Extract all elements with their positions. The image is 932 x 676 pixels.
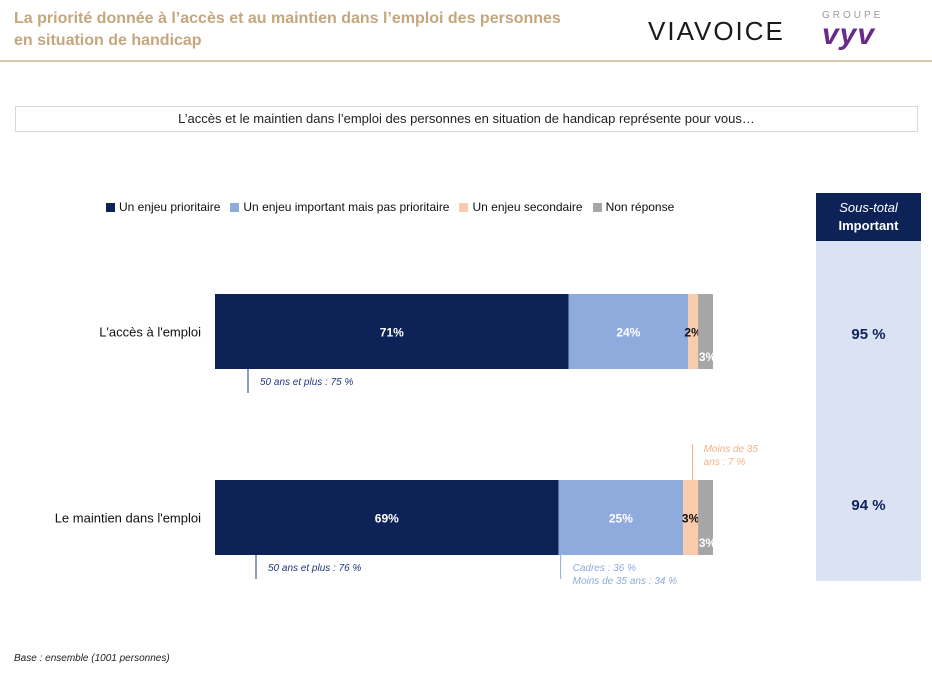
bar-segment: [568, 294, 689, 369]
category-label: Le maintien dans l'emploi: [55, 511, 201, 526]
legend-item-important: Un enjeu important mais pas prioritaire: [230, 200, 449, 214]
legend-item-secondaire: Un enjeu secondaire: [459, 200, 583, 214]
legend-label: Un enjeu secondaire: [472, 200, 583, 214]
subtotal-header: Sous-total Important: [816, 193, 921, 241]
data-label: 3%: [699, 536, 717, 550]
data-label: 3%: [682, 512, 700, 526]
chart-legend: Un enjeu prioritaire Un enjeu important …: [106, 200, 684, 214]
subtotal-value-maintien: 94 %: [851, 497, 886, 514]
page-title: La priorité donnée à l’accès et au maint…: [14, 10, 561, 49]
bar-segment: [688, 294, 699, 369]
subtotal-header-line1: Sous-total: [839, 200, 898, 215]
annotation-text: ans : 7 %: [704, 457, 746, 468]
header-divider: [0, 60, 932, 62]
bar-segment: [215, 480, 559, 555]
data-label: 71%: [380, 326, 404, 340]
data-label: 3%: [699, 350, 717, 364]
bar-segment: [698, 294, 713, 369]
annotation-text: Moins de 35 ans : 34 %: [573, 576, 678, 587]
legend-item-prioritaire: Un enjeu prioritaire: [106, 200, 220, 214]
data-label: 24%: [616, 326, 640, 340]
subtotal-header-line2: Important: [838, 218, 899, 233]
legend-label: Un enjeu important mais pas prioritaire: [243, 200, 450, 214]
bar-segment: [698, 480, 713, 555]
category-label: L'accès à l'emploi: [99, 325, 201, 340]
legend-swatch: [106, 202, 115, 212]
bar-segment: [558, 480, 684, 555]
groupe-label: GROUPE: [822, 10, 884, 21]
subtotal-column: [816, 241, 921, 581]
legend-swatch: [230, 202, 240, 212]
annotation-text: Moins de 35: [704, 444, 759, 455]
legend-swatch: [592, 202, 602, 212]
annotation-text: Cadres : 36 %: [573, 563, 636, 574]
vyv-logo: vyv: [822, 18, 876, 51]
data-label: 25%: [609, 512, 633, 526]
base-note: Base : ensemble (1001 personnes): [14, 653, 170, 664]
data-label: 2%: [684, 326, 702, 340]
bar-segment: [215, 294, 569, 369]
question-box: L’accès et le maintien dans l’emploi des…: [15, 106, 918, 132]
data-label: 69%: [375, 512, 399, 526]
legend-item-non-reponse: Non réponse: [592, 200, 675, 214]
legend-swatch: [459, 202, 469, 212]
legend-label: Non réponse: [605, 200, 675, 214]
annotation-text: 50 ans et plus : 75 %: [260, 377, 354, 388]
legend-label: Un enjeu prioritaire: [119, 200, 221, 214]
subtotal-value-acces: 95 %: [851, 326, 886, 343]
viavoice-logo: VIAVOICE: [648, 16, 785, 46]
bar-segment: [683, 480, 699, 555]
annotation-text: 50 ans et plus : 76 %: [268, 563, 362, 574]
